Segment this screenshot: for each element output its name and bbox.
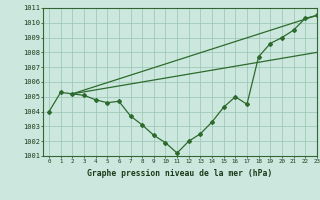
- X-axis label: Graphe pression niveau de la mer (hPa): Graphe pression niveau de la mer (hPa): [87, 169, 273, 178]
